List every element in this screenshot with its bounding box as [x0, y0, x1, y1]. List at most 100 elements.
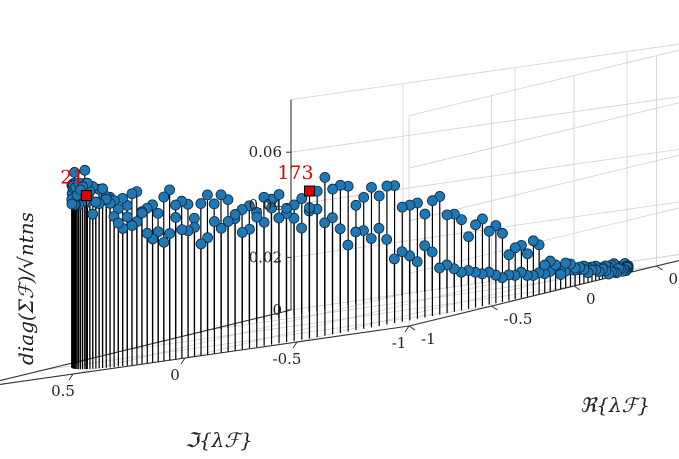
highlight-label: 21 [60, 167, 84, 189]
data-point [176, 224, 188, 236]
ticks-layer: 10.50-0.5-110.50-0.5-100.020.040.06 [51, 143, 679, 400]
data-point [90, 196, 102, 208]
data-point [396, 201, 408, 213]
label-layer: ℑ{λℱ} ℜ{λℱ} diag(Σℱ)/√ntns [14, 212, 650, 452]
grid-line [290, 148, 679, 206]
z-axis-line [0, 309, 292, 382]
data-point [208, 216, 220, 227]
data-point [373, 222, 385, 234]
grid-line [0, 325, 410, 385]
grid-line [408, 102, 679, 169]
data-point [342, 239, 354, 251]
highlight-label: 173 [277, 162, 313, 184]
data-point [202, 232, 214, 244]
data-point [69, 167, 80, 178]
x-tick-mark [292, 341, 298, 349]
z-tick-label: 0.02 [249, 248, 282, 266]
y-tick-mark [656, 265, 663, 271]
grid-line [408, 154, 679, 222]
x-tick-label: -1 [392, 334, 407, 352]
data-point [208, 198, 220, 210]
x-tick-label: -0.5 [273, 350, 302, 368]
grid-line [408, 260, 679, 327]
data-point [319, 217, 331, 229]
data-point [358, 191, 370, 203]
highlight-marker [303, 185, 315, 197]
data-point [373, 190, 385, 202]
data-point [503, 249, 515, 261]
z-tick-label: 0.06 [249, 143, 282, 161]
data-point [97, 183, 109, 195]
data-point [296, 222, 307, 234]
z-axis-label: diag(Σℱ)/√ntns [14, 212, 38, 365]
annotation-layer: 21 173 [60, 162, 315, 370]
grid-layer [0, 43, 679, 385]
x-tick-mark [68, 373, 74, 381]
y-tick-label: -0.5 [504, 310, 533, 328]
y-tick-label: 0 [586, 290, 596, 308]
data-point [236, 226, 248, 238]
data-point [522, 248, 533, 260]
x-axis-line [0, 325, 410, 385]
data-point [79, 164, 91, 176]
data-point [334, 223, 346, 235]
highlight-marker [80, 190, 92, 202]
data-point [327, 183, 339, 195]
x-tick-label: 0 [170, 366, 180, 384]
data-point [555, 269, 567, 280]
data-point [195, 238, 207, 250]
data-point [426, 195, 438, 207]
data-point [164, 184, 175, 196]
grid-line [408, 260, 679, 327]
data-point [365, 233, 377, 244]
data-point [158, 191, 170, 203]
data-point [434, 262, 445, 274]
data-point [327, 212, 338, 224]
y-tick-label: 0.5 [669, 270, 679, 288]
data-point [152, 226, 164, 238]
data-point [350, 199, 362, 211]
data-point [419, 208, 431, 220]
data-point [527, 235, 539, 247]
data-point [319, 172, 331, 183]
z-tick-label: 0 [272, 301, 282, 319]
data-point [419, 240, 431, 252]
data-point [273, 212, 285, 224]
data-point [381, 180, 393, 192]
data-point [539, 259, 551, 271]
data-point [112, 217, 124, 229]
data-point [158, 236, 170, 248]
data-point [229, 209, 241, 220]
axis-layer [0, 99, 679, 385]
data-point [396, 246, 408, 258]
y-tick-label: -1 [421, 330, 436, 348]
data-point [388, 253, 400, 265]
x-tick-label: 0.5 [51, 382, 75, 400]
z-tick-label: 0.04 [249, 196, 282, 214]
data-point [441, 209, 453, 221]
data-point [258, 216, 270, 228]
data-point [258, 191, 270, 203]
y-tick-mark [573, 285, 581, 291]
data-point [222, 216, 234, 227]
y-tick-mark [408, 325, 416, 331]
data-point [456, 214, 467, 226]
data-point [483, 225, 495, 237]
data-point [195, 198, 207, 209]
data-point [251, 211, 263, 223]
data-point [266, 202, 277, 214]
grid-line [290, 43, 679, 100]
data-point [509, 242, 521, 254]
data-point [170, 212, 182, 223]
data-point [470, 219, 481, 231]
data-point [121, 211, 133, 223]
data-point [136, 207, 148, 219]
data-point [87, 208, 99, 220]
data-point [141, 227, 153, 239]
y-axis-label: ℜ{λℱ} [580, 393, 650, 417]
data-point [164, 228, 176, 239]
data-point [381, 234, 393, 245]
data-point [366, 181, 377, 193]
grid-line [408, 49, 679, 116]
